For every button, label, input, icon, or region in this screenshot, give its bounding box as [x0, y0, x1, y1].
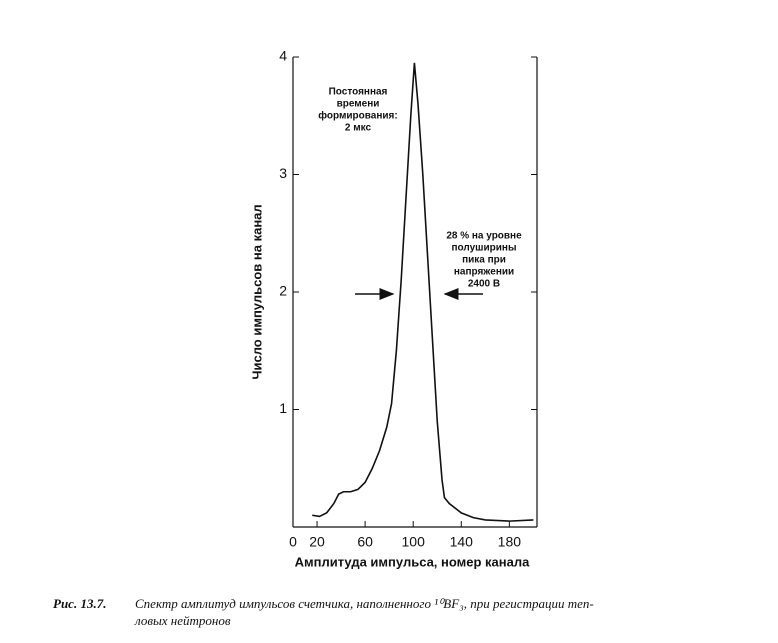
- y-tick-label: 4: [279, 48, 287, 64]
- annotation: 2400 В: [468, 279, 500, 290]
- caption-line: ловых нейтронов: [134, 613, 231, 628]
- annotation: 2 мкс: [345, 123, 372, 134]
- x-tick-label: 140: [450, 534, 474, 550]
- annotation: пика при: [462, 255, 506, 266]
- annotation: формирования:: [318, 110, 397, 122]
- y-axis-label: Число импульсов на канал: [249, 204, 264, 379]
- x-tick-label: 20: [309, 534, 325, 550]
- caption-label: Рис. 13.7.: [53, 596, 106, 611]
- y-tick-label: 2: [279, 283, 287, 299]
- annotation: Постоянная: [329, 87, 388, 98]
- y-tick-label: 3: [279, 165, 287, 181]
- y-tick-label: 1: [279, 400, 287, 416]
- annotation: времени: [337, 99, 380, 110]
- annotation: полуширины: [452, 243, 517, 254]
- x-tick-label: 60: [357, 534, 373, 550]
- x-tick-label: 0: [289, 534, 297, 550]
- annotation: напряжении: [454, 267, 514, 278]
- x-tick-label: 100: [402, 534, 426, 550]
- annotation: 28 % на уровне: [446, 231, 522, 242]
- x-tick-label: 180: [498, 534, 522, 550]
- caption-line: Спектр амплитуд импульсов счетчика, напо…: [135, 596, 594, 611]
- x-axis-label: Амплитуда импульса, номер канала: [295, 554, 531, 569]
- curve: [312, 62, 534, 522]
